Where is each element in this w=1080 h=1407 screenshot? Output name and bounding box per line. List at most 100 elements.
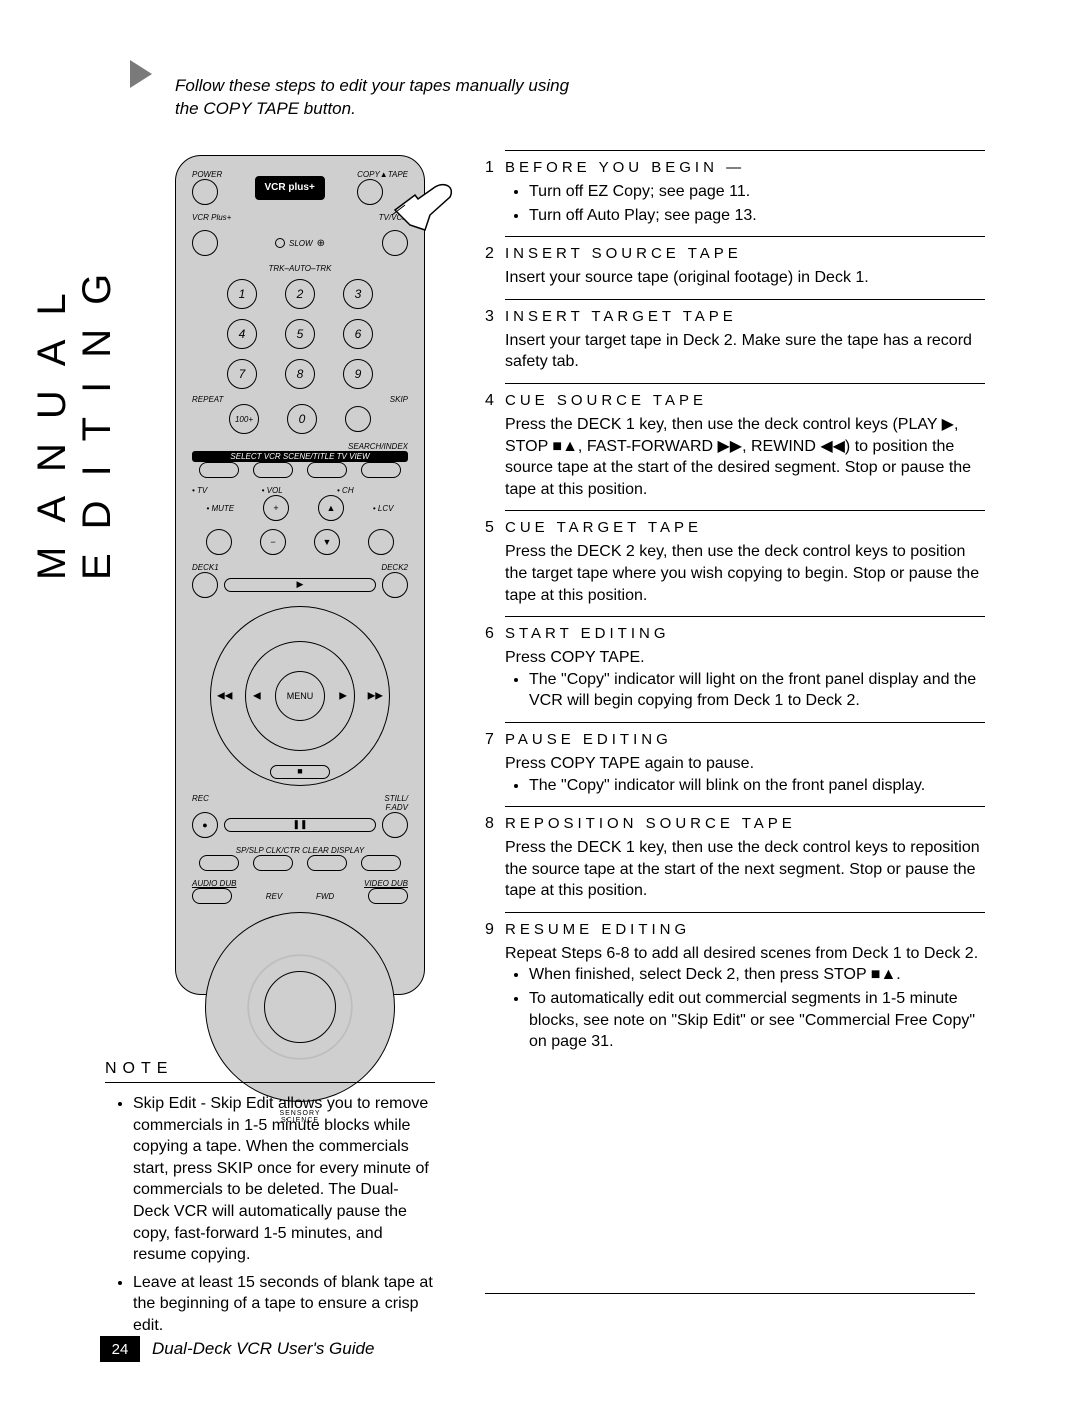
step-body-text: Press the DECK 1 key, then use the deck … [505, 414, 985, 500]
step-head: 7PAUSE EDITING [485, 731, 985, 749]
step-title: BEFORE YOU BEGIN — [505, 159, 745, 177]
step-bullets: Turn off EZ Copy; see page 11.Turn off A… [505, 181, 985, 226]
step-number: 5 [485, 519, 505, 537]
key-0: 0 [287, 404, 317, 434]
step-number: 7 [485, 731, 505, 749]
step-bullet: Turn off Auto Play; see page 13. [529, 205, 985, 227]
label-rec: REC [192, 794, 209, 812]
step-number: 2 [485, 245, 505, 263]
btn-left-small [192, 230, 218, 256]
label-selectrow: SELECT VCR SCENE/TITLE TV VIEW [192, 451, 408, 462]
step: 5CUE TARGET TAPE Press the DECK 2 key, th… [485, 510, 985, 606]
step-head: 2INSERT SOURCE TAPE [485, 245, 985, 263]
step-number: 9 [485, 921, 505, 939]
step-head: 8REPOSITION SOURCE TAPE [485, 815, 985, 833]
step: 8REPOSITION SOURCE TAPE Press the DECK 1 … [485, 806, 985, 902]
btn-chdn: ▼ [314, 529, 340, 555]
remote-illustration: POWER VCR plus+ COPY▲TAPE VCR Plus+ TV/V… [175, 155, 425, 995]
btn-deck1 [192, 572, 218, 598]
step-head: 5CUE TARGET TAPE [485, 519, 985, 537]
label-skip: SKIP [390, 395, 408, 404]
step-rule [505, 150, 985, 151]
step-body: Turn off EZ Copy; see page 11.Turn off A… [505, 181, 985, 226]
nav-disc: ◀◀ ▶▶ ◀ ▶ MENU ■ [210, 606, 390, 786]
intro-text: Follow these steps to edit your tapes ma… [175, 75, 595, 121]
note-item: Skip Edit - Skip Edit allows you to remo… [133, 1093, 435, 1266]
step: 3INSERT TARGET TAPE Insert your target ta… [485, 299, 985, 373]
label-power: POWER [192, 170, 222, 179]
label-vcrplus: VCR Plus+ [192, 213, 231, 222]
step-rule [505, 616, 985, 617]
pill-vdub [368, 888, 408, 904]
pill-a [199, 855, 239, 871]
note-item: Leave at least 15 seconds of blank tape … [133, 1272, 435, 1337]
step-title: START EDITING [505, 625, 670, 643]
step-bullet: The "Copy" indicator will blink on the f… [529, 775, 985, 797]
step: 6START EDITING Press COPY TAPE.The "Copy"… [485, 616, 985, 712]
pill-b [253, 855, 293, 871]
pill-d [361, 855, 401, 871]
label-still: STILL/ F.ADV [384, 794, 408, 812]
step-rule [505, 722, 985, 723]
step-title: PAUSE EDITING [505, 731, 672, 749]
numpad: 1 2 3 4 5 6 7 8 9 [192, 279, 408, 389]
step-number: 6 [485, 625, 505, 643]
step: 9RESUME EDITING Repeat Steps 6-8 to add a… [485, 912, 985, 1053]
step: 1BEFORE YOU BEGIN — Turn off EZ Copy; see… [485, 150, 985, 226]
step-body-text: Press COPY TAPE. [505, 647, 985, 669]
pill-1 [199, 462, 239, 478]
pointing-hand-icon [390, 175, 460, 235]
note-rule [105, 1082, 435, 1083]
step-number: 1 [485, 159, 505, 177]
btn-play: ▶ [224, 578, 376, 592]
label-mute: • MUTE [206, 504, 234, 513]
intro-arrow-icon [130, 60, 152, 88]
step-bullets: When finished, select Deck 2, then press… [505, 964, 985, 1052]
step-bullets: The "Copy" indicator will light on the f… [505, 669, 985, 712]
btn-volup: + [263, 495, 289, 521]
btn-voldn: − [260, 529, 286, 555]
key-2: 2 [285, 279, 315, 309]
key-8: 8 [285, 359, 315, 389]
key-3: 3 [343, 279, 373, 309]
step-number: 3 [485, 308, 505, 326]
btn-still [382, 812, 408, 838]
step-rule [505, 236, 985, 237]
step: 4CUE SOURCE TAPEPress the DECK 1 key, th… [485, 383, 985, 500]
key-4: 4 [227, 319, 257, 349]
label-trk: TRK–AUTO–TRK [192, 264, 408, 273]
step-bullet: When finished, select Deck 2, then press… [529, 964, 985, 986]
step: 7PAUSE EDITING Press COPY TAPE again to p… [485, 722, 985, 796]
step-rule [505, 806, 985, 807]
label-deck2: DECK2 [381, 563, 408, 572]
label-vol: • VOL [262, 486, 283, 495]
bottom-rule [485, 1293, 975, 1294]
step-body: Press the DECK 1 key, then use the deck … [505, 837, 985, 902]
step-body: Press the DECK 1 key, then use the deck … [505, 414, 985, 500]
step-body: Press the DECK 2 key, then use the deck … [505, 541, 985, 606]
step-title: RESUME EDITING [505, 921, 690, 939]
step-head: 3INSERT TARGET TAPE [485, 308, 985, 326]
key-search [345, 406, 371, 432]
side-title: MANUAL EDITING [30, 60, 70, 580]
step-body-text: Press the DECK 2 key, then use the deck … [505, 541, 985, 606]
step-body-text: Press COPY TAPE again to pause. [505, 753, 985, 775]
step-bullet: The "Copy" indicator will light on the f… [529, 669, 985, 712]
btn-mute [206, 529, 232, 555]
note-list: Skip Edit - Skip Edit allows you to remo… [105, 1093, 435, 1337]
key-9: 9 [343, 359, 373, 389]
btn-stop: ■ [270, 765, 330, 779]
step-body: Insert your target tape in Deck 2. Make … [505, 330, 985, 373]
btn-pause: ❚❚ [224, 818, 376, 832]
step-body-text: Repeat Steps 6-8 to add all desired scen… [505, 943, 985, 965]
btn-lcv [368, 529, 394, 555]
step-title: INSERT SOURCE TAPE [505, 245, 742, 263]
btn-rec: ● [192, 812, 218, 838]
step-head: 1BEFORE YOU BEGIN — [485, 159, 985, 177]
key-5: 5 [285, 319, 315, 349]
rw-icon: ◀◀ [217, 691, 232, 702]
label-videodub: VIDEO DUB [364, 879, 408, 888]
step-number: 4 [485, 392, 505, 410]
step-body-text: Insert your target tape in Deck 2. Make … [505, 330, 985, 373]
label-searchindex: SEARCH/INDEX [192, 442, 408, 451]
